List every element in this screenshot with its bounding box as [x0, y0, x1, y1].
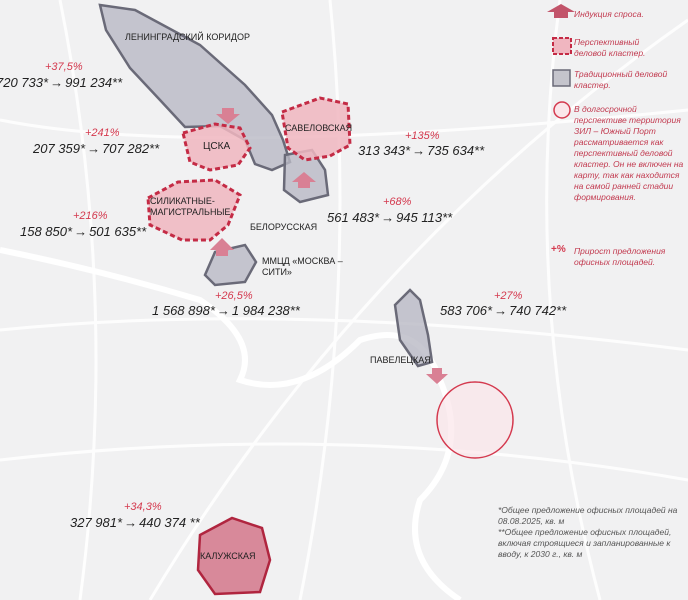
- stat-paveletskaya: 583 706* → 740 742**: [440, 303, 567, 318]
- growth-belorusskaya: +68%: [383, 196, 412, 208]
- label-moscow-city: ММЦД «МОСКВА – СИТИ»: [262, 256, 343, 277]
- growth-moscow-city: +26,5%: [215, 290, 253, 302]
- traditional-swatch-icon: [552, 69, 571, 87]
- cluster-silikatnye: [146, 178, 242, 242]
- cluster-paveletskaya: [393, 288, 434, 368]
- legend-pct-symbol: +%: [551, 244, 566, 255]
- cluster-kaluzhskaya: [196, 516, 272, 596]
- legend-demand: Индукция спроса.: [574, 9, 644, 19]
- demand-arrow-icon: [547, 4, 575, 18]
- growth-silikatnye: +216%: [73, 210, 108, 222]
- arrow-icon: [210, 238, 234, 256]
- stat-kaluzhskaya: 327 981* → 440 374 **: [70, 515, 200, 530]
- cluster-cska: [181, 122, 252, 172]
- stat-moscow-city: 1 568 898* → 1 984 238**: [152, 303, 300, 318]
- label-paveletskaya: ПАВЕЛЕЦКАЯ: [370, 355, 431, 365]
- label-belorusskaya: БЕЛОРУССКАЯ: [250, 222, 318, 232]
- label-savelovskaya: САВЕЛОВСКАЯ: [285, 123, 353, 133]
- growth-savelovskaya: +135%: [405, 130, 440, 142]
- prospective-swatch-icon: [552, 37, 572, 55]
- legend-pct: Прирост предложения офисных площадей.: [574, 246, 666, 267]
- label-kaluzhskaya: КАЛУЖСКАЯ: [200, 551, 256, 561]
- cluster-moscow-city: [203, 243, 258, 287]
- stat-silikatnye: 158 850* → 501 635**: [20, 224, 147, 239]
- footnote-1: *Общее предложение офисных площадей на 0…: [498, 505, 678, 526]
- cluster-leningradsky[interactable]: [98, 3, 292, 172]
- label-leningradsky: ЛЕНИНГРАДСКИЙ КОРИДОР: [125, 32, 250, 42]
- arrow-icon: [426, 368, 448, 384]
- footnotes: *Общее предложение офисных площадей на 0…: [498, 505, 688, 560]
- zil-legend-icon: [553, 101, 571, 119]
- stat-leningradsky: 720 733* → 991 234**: [0, 75, 123, 90]
- label-cska: ЦСКА: [203, 141, 231, 152]
- stat-cska: 207 359* → 707 282**: [33, 141, 160, 156]
- label-silikatnye: СИЛИКАТНЫЕ-МАГИСТРАЛЬНЫЕ: [150, 196, 231, 217]
- stat-belorusskaya: 561 483* → 945 113**: [327, 210, 453, 225]
- stat-savelovskaya: 313 343* → 735 634**: [358, 143, 485, 158]
- footnote-2: **Общее предложение офисных площадей, вк…: [498, 527, 672, 559]
- arrow-icon: [292, 172, 316, 188]
- legend-symbols: [547, 4, 575, 119]
- growth-paveletskaya: +27%: [494, 290, 523, 302]
- legend-prospective: Перспективный деловой кластер.: [574, 37, 646, 58]
- legend-zil: В долгосрочной перспективе территория ЗИ…: [574, 104, 684, 202]
- growth-leningradsky: +37,5%: [45, 61, 83, 73]
- cluster-savelovskaya: [280, 96, 352, 162]
- growth-kaluzhskaya: +34,3%: [124, 501, 162, 513]
- zil-circle: [436, 381, 514, 459]
- demand-arrows: [210, 108, 448, 384]
- arrow-icon: [216, 108, 240, 124]
- growth-cska: +241%: [85, 127, 120, 139]
- legend-traditional: Традиционный деловой кластер.: [574, 69, 668, 90]
- river: [0, 247, 462, 600]
